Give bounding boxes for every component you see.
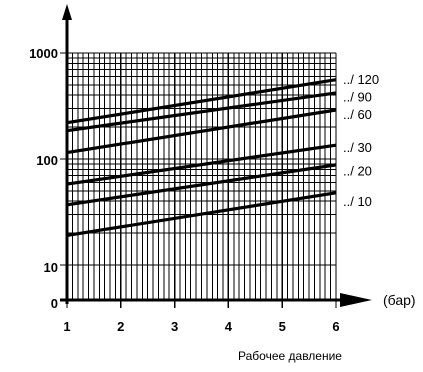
series-label: ../ 120 [343,72,379,87]
axes [60,4,372,307]
series-label: ../ 10 [343,194,372,209]
x-tick-label: 3 [171,319,178,334]
series-line [66,108,337,155]
x-tick-label: 2 [117,319,124,334]
x-tick-label: 1 [63,319,70,334]
series-labels: ../ 120 ../ 90 ../ 60 ../ 30 ../ 20 ../ 10 [343,72,379,209]
series-lines [66,78,337,238]
y-tick-label: 0 [51,296,58,311]
x-tick-label: 5 [279,319,286,334]
grid [60,52,337,300]
x-axis-title: Рабочее давление [238,349,342,363]
y-tick-labels: 1000 100 10 0 [29,46,58,311]
y-tick-label: 1000 [29,46,58,61]
series-line [66,78,337,125]
x-axis-unit: (бар) [383,292,416,308]
series-line [66,163,337,207]
y-tick-label: 100 [36,153,58,168]
series-line [66,91,337,133]
series-label: ../ 20 [343,163,372,178]
x-axis-arrow [340,293,372,307]
y-axis-arrow [62,4,72,20]
series-label: ../ 30 [343,140,372,155]
x-tick-label: 4 [225,319,233,334]
series-line [66,143,337,186]
series-line [66,191,337,238]
x-tick-label: 6 [332,319,339,334]
x-tick-labels: 1 2 3 4 5 6 [63,300,340,334]
series-label: ../ 90 [343,89,372,104]
y-tick-label: 10 [44,260,58,275]
series-label: ../ 60 [343,107,372,122]
